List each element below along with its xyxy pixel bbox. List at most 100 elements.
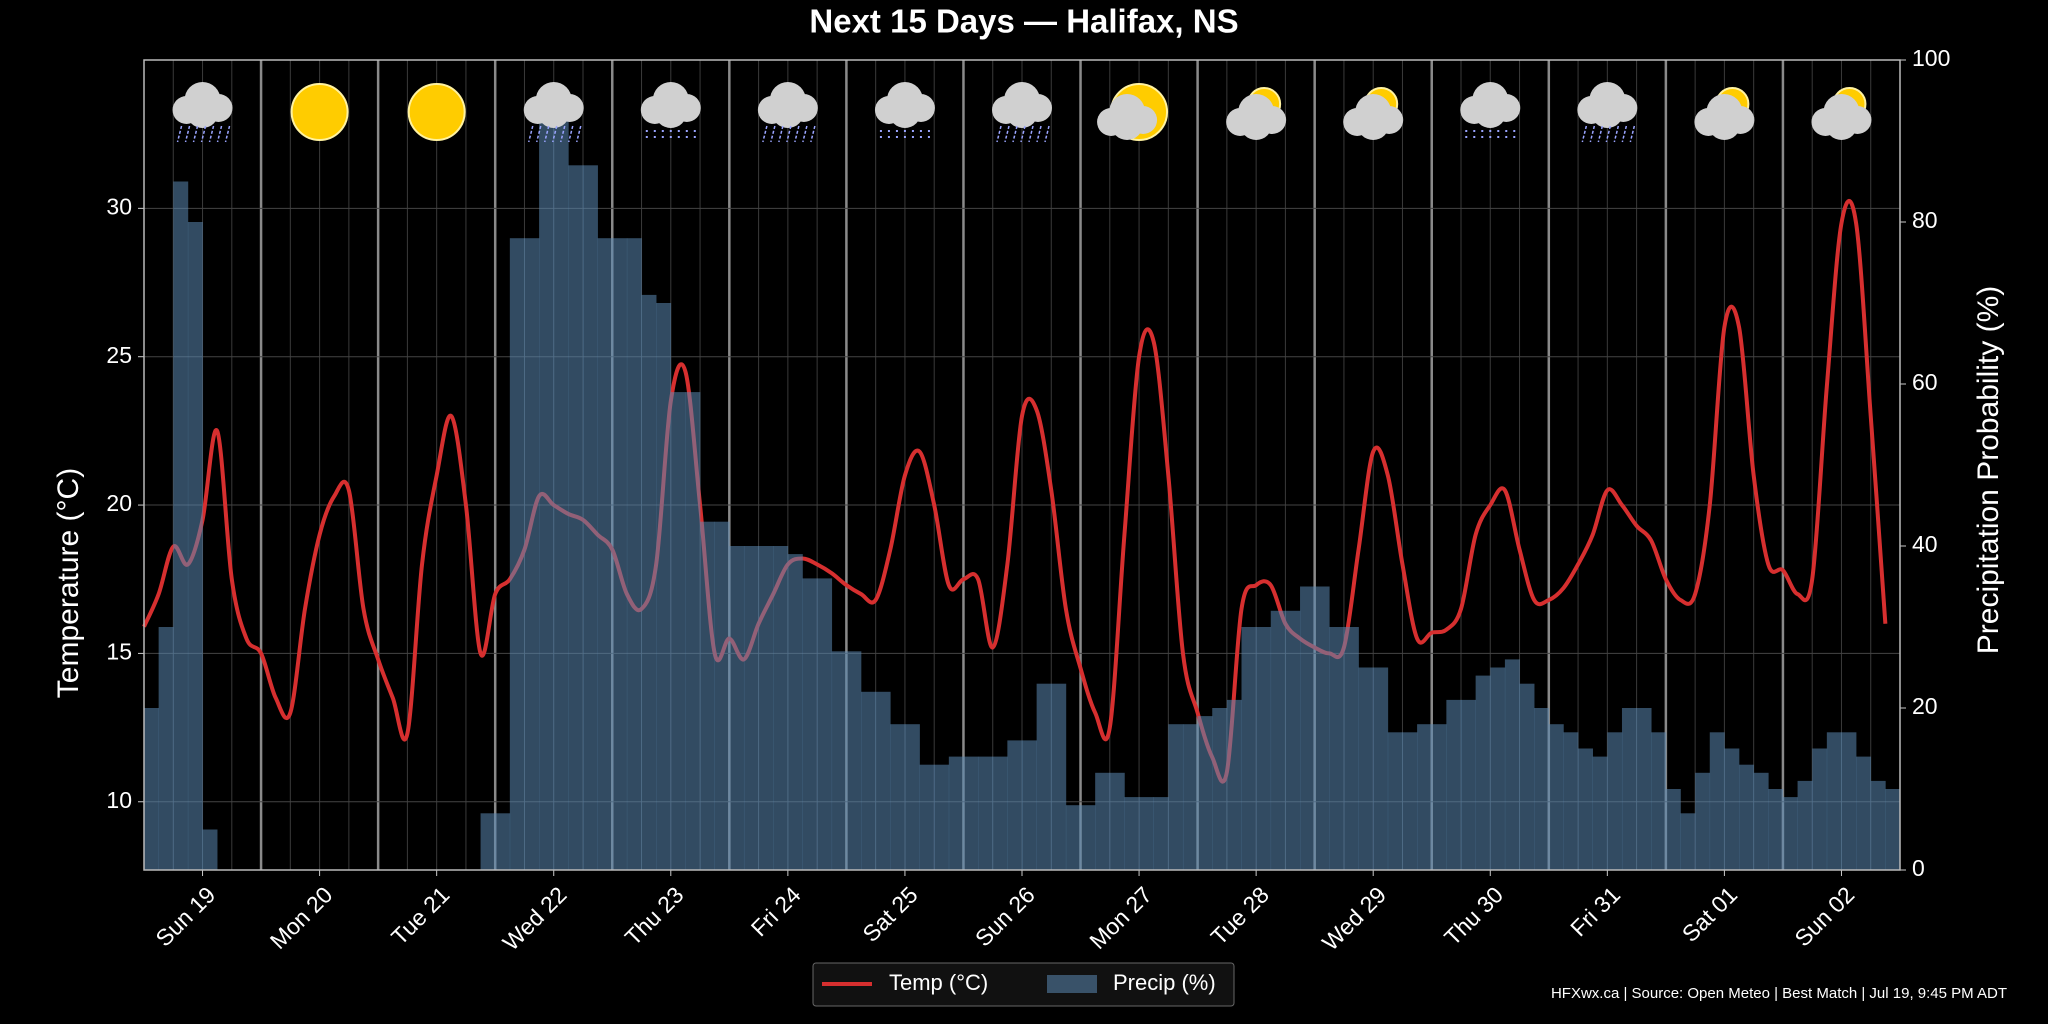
cloud — [1825, 108, 1858, 140]
precip-bar — [1256, 627, 1272, 870]
rain — [1589, 125, 1596, 143]
precip-bar — [1724, 748, 1740, 870]
rain — [770, 125, 776, 143]
rain — [1036, 125, 1042, 143]
precip-bar — [1592, 756, 1608, 870]
y-axis-label: Temperature (°C) — [52, 468, 85, 698]
precip-bar — [1095, 772, 1111, 870]
precip-bar — [1812, 748, 1828, 870]
cloud — [1111, 108, 1144, 140]
precip-bar — [1446, 699, 1462, 870]
rain — [576, 125, 582, 143]
rain — [192, 125, 199, 143]
legend-box — [812, 962, 1235, 1007]
cloud — [654, 96, 687, 128]
precip-bar — [948, 756, 964, 870]
precip-bar — [539, 116, 555, 870]
rain — [1012, 125, 1018, 143]
precip-bar — [187, 222, 203, 870]
weather-icon — [1577, 82, 1638, 143]
precip-bar — [1519, 683, 1535, 870]
precip-bar — [612, 238, 628, 870]
weather-icon — [523, 82, 584, 143]
precip-bar — [597, 238, 613, 870]
precip-bar — [1651, 732, 1667, 870]
cloud — [1708, 108, 1741, 140]
plot-frame — [143, 59, 1901, 871]
precip-bar — [1885, 789, 1901, 870]
precip-bar — [1329, 627, 1345, 870]
precip-bar — [1680, 813, 1696, 870]
precip-bar — [1475, 675, 1491, 870]
rain — [778, 125, 784, 143]
precip-bar — [641, 294, 657, 870]
y2-tick-label: 80 — [1912, 207, 1938, 233]
precip-bar — [1534, 708, 1550, 870]
precip-bar — [1490, 667, 1506, 870]
precip-bar — [1285, 610, 1301, 870]
precip-bar — [1300, 586, 1315, 870]
weather-icon — [290, 83, 349, 141]
sun — [407, 83, 466, 141]
precip-bar — [144, 708, 159, 870]
precip-bar — [831, 651, 847, 870]
precip-bar — [158, 627, 174, 870]
rain — [224, 125, 231, 143]
precip-bar — [1797, 780, 1813, 870]
precip-bar — [1665, 789, 1681, 870]
precip-bar — [1607, 732, 1623, 870]
legend-label: Precip (%) — [1113, 970, 1216, 995]
cloud — [888, 96, 921, 128]
precip-bar — [875, 691, 891, 870]
precip-bar — [583, 165, 598, 871]
precip-bar — [1563, 732, 1579, 870]
rain — [528, 125, 534, 143]
precip-bar — [202, 829, 218, 870]
precip-bar — [817, 578, 833, 870]
footer: HFXwx.ca | Source: Open Meteo | Best Mat… — [1551, 985, 2007, 1002]
precip-bar — [1182, 724, 1198, 870]
precip-bar — [1753, 772, 1769, 870]
precip-bar — [1124, 797, 1140, 870]
weather-icon — [1694, 87, 1755, 140]
rain — [544, 125, 550, 143]
y-tick-label: 30 — [106, 193, 132, 219]
legend-swatch — [1047, 975, 1097, 993]
precip-bar — [1007, 740, 1023, 870]
y2-tick-label: 0 — [1912, 855, 1925, 881]
precip-bar — [1139, 797, 1154, 870]
legend-label: Temp (°C) — [889, 970, 988, 995]
precip-bar — [1461, 699, 1476, 870]
precip-bar — [495, 813, 511, 870]
precip-bar — [173, 181, 189, 870]
rain — [568, 125, 574, 143]
precip-bar — [1270, 610, 1286, 870]
sun — [290, 83, 349, 141]
precip-bar — [568, 165, 584, 871]
y2-tick-label: 60 — [1912, 369, 1938, 395]
precip-bar — [626, 238, 642, 870]
precip-bar — [1197, 716, 1213, 870]
precip-bar — [1080, 805, 1096, 870]
rain — [200, 125, 207, 143]
precip-bar — [773, 546, 789, 870]
rain — [216, 125, 223, 143]
rain — [176, 125, 183, 143]
precip-bar — [1109, 772, 1125, 870]
precip-bar — [685, 392, 701, 870]
weather-icon — [1097, 83, 1169, 141]
precip-bar — [904, 724, 920, 870]
precip-bar — [919, 764, 935, 870]
rain — [1581, 125, 1588, 143]
precip-bar — [978, 756, 994, 870]
rain — [1004, 125, 1010, 143]
precip-bar — [1621, 708, 1637, 870]
rain — [810, 125, 816, 143]
chart-title: Next 15 Days — Halifax, NS — [809, 3, 1238, 40]
y-tick-label: 20 — [106, 490, 132, 516]
precip-bar — [509, 238, 525, 870]
cloud — [1591, 96, 1624, 128]
precip-bar — [743, 546, 759, 870]
cloud — [771, 96, 804, 128]
